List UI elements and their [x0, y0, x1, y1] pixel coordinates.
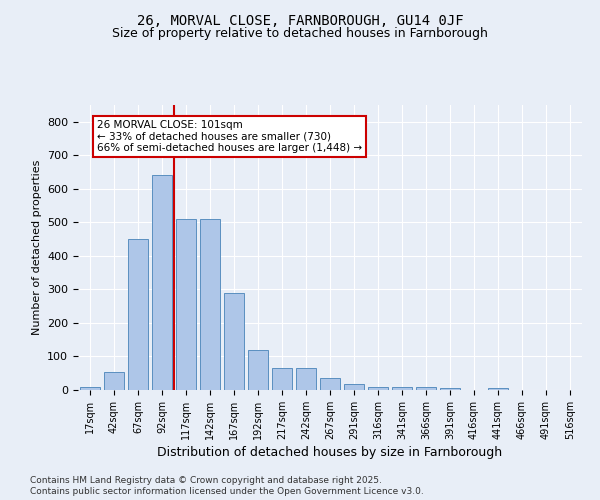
Bar	[152, 176, 172, 390]
Bar	[296, 368, 316, 390]
Bar	[224, 293, 244, 390]
X-axis label: Distribution of detached houses by size in Farnborough: Distribution of detached houses by size …	[157, 446, 503, 459]
Text: Contains HM Land Registry data © Crown copyright and database right 2025.: Contains HM Land Registry data © Crown c…	[30, 476, 382, 485]
Bar	[368, 386, 388, 390]
Bar	[440, 388, 460, 390]
Bar	[488, 388, 508, 390]
Bar	[392, 386, 412, 390]
Bar	[176, 219, 196, 390]
Bar	[128, 239, 148, 390]
Text: Size of property relative to detached houses in Farnborough: Size of property relative to detached ho…	[112, 28, 488, 40]
Bar	[344, 384, 364, 390]
Bar	[272, 368, 292, 390]
Bar	[200, 219, 220, 390]
Text: 26, MORVAL CLOSE, FARNBOROUGH, GU14 0JF: 26, MORVAL CLOSE, FARNBOROUGH, GU14 0JF	[137, 14, 463, 28]
Y-axis label: Number of detached properties: Number of detached properties	[32, 160, 41, 335]
Text: 26 MORVAL CLOSE: 101sqm
← 33% of detached houses are smaller (730)
66% of semi-d: 26 MORVAL CLOSE: 101sqm ← 33% of detache…	[97, 120, 362, 154]
Text: Contains public sector information licensed under the Open Government Licence v3: Contains public sector information licen…	[30, 488, 424, 496]
Bar	[104, 372, 124, 390]
Bar	[416, 388, 436, 390]
Bar	[80, 386, 100, 390]
Bar	[320, 378, 340, 390]
Bar	[248, 350, 268, 390]
